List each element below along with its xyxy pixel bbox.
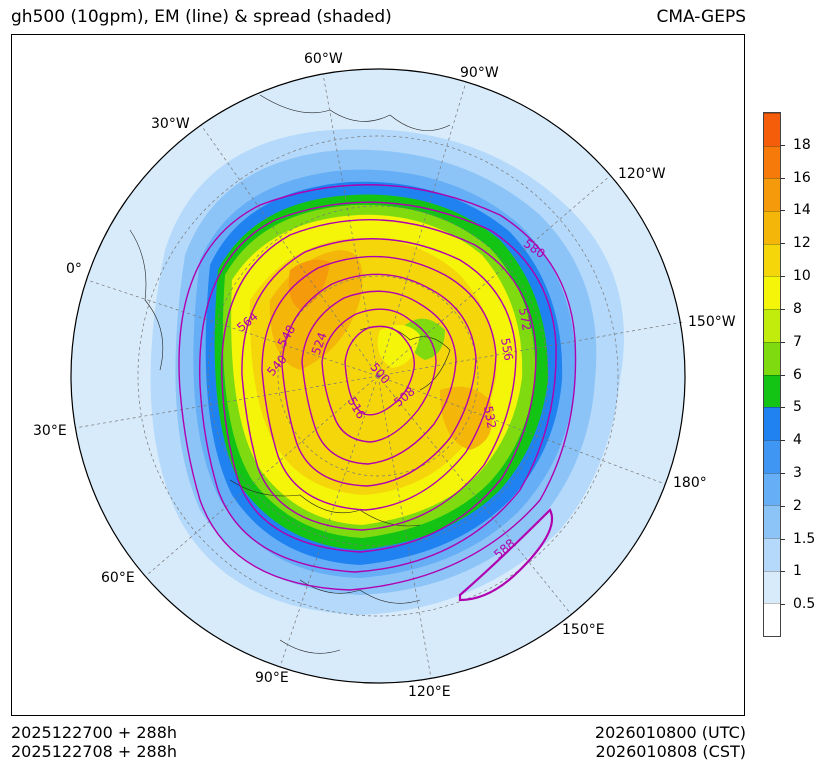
chart-title: gh500 (10gpm), EM (line) & spread (shade… <box>11 7 392 27</box>
mean-contours <box>178 184 577 602</box>
lon-label: 90°E <box>255 670 289 686</box>
colorbar-segment <box>764 505 780 538</box>
colorbar-tick <box>780 440 785 442</box>
colorbar-tick <box>780 177 785 179</box>
lon-label: 150°W <box>688 314 736 330</box>
run-time-cst: 2025122708 + 288h <box>11 742 178 761</box>
valid-time-cst: 2026010808 (CST) <box>595 742 746 761</box>
colorbar-segment <box>764 309 780 342</box>
lon-label: 30°E <box>33 423 67 439</box>
spread-shading <box>71 69 685 683</box>
contour-label: 572 <box>516 307 534 332</box>
colorbar-segment <box>764 537 780 571</box>
colorbar-tick-label: 8 <box>793 300 802 317</box>
colorbar-segment <box>764 439 780 473</box>
colorbar-tick-label: 18 <box>793 136 811 153</box>
coastlines <box>129 94 451 654</box>
contour-label: 556 <box>498 337 516 362</box>
colorbar-tick <box>780 210 785 212</box>
colorbar-tick <box>780 472 785 474</box>
colorbar-tick <box>780 571 785 573</box>
lon-label: 0° <box>66 261 82 277</box>
colorbar-tick <box>780 604 785 606</box>
contour-labels: 580 572 564 556 548 540 532 524 516 508 … <box>234 236 548 561</box>
graticule <box>74 73 684 679</box>
colorbar-tick-label: 4 <box>793 432 802 449</box>
colorbar-segment <box>764 113 780 146</box>
lon-label: 30°W <box>151 116 190 132</box>
colorbar-tick <box>780 144 785 146</box>
model-name: CMA-GEPS <box>656 7 746 27</box>
colorbar-tick-label: 6 <box>793 366 802 383</box>
colorbar-tick <box>780 341 785 343</box>
longitude-labels: 60°W 90°W 30°W 120°W 0° 150°W 30°E 180° … <box>33 51 736 700</box>
lon-label: 60°E <box>101 570 135 586</box>
run-time-utc: 2025122700 + 288h <box>11 723 178 742</box>
colorbar-tick-label: 1.5 <box>793 530 816 547</box>
colorbar-segment <box>764 570 780 604</box>
colorbar-segment <box>764 211 780 244</box>
lon-label: 150°E <box>562 622 605 638</box>
colorbar-segment <box>764 341 780 375</box>
colorbar-tick-label: 1 <box>793 563 802 580</box>
valid-time-utc: 2026010800 (UTC) <box>594 723 746 742</box>
colorbar-tick <box>780 538 785 540</box>
colorbar-tick-label: 10 <box>793 268 811 285</box>
colorbar-segment <box>764 243 780 277</box>
colorbar-segment <box>764 178 780 212</box>
colorbar-tick-label: 5 <box>793 399 802 416</box>
colorbar-segment <box>764 374 780 408</box>
colorbar-segment <box>764 145 780 179</box>
colorbar-tick <box>780 308 785 310</box>
lon-label: 90°W <box>460 65 499 81</box>
map-boundary <box>70 68 686 684</box>
colorbar-segment <box>764 276 780 310</box>
colorbar-segment <box>764 472 780 506</box>
colorbar-tick-label: 16 <box>793 169 811 186</box>
colorbar-segment <box>764 603 780 636</box>
colorbar-tick-label: 0.5 <box>793 596 816 613</box>
contour-label: 532 <box>481 405 499 430</box>
colorbar-tick <box>780 374 785 376</box>
lon-label: 180° <box>673 475 707 491</box>
map-frame <box>11 34 745 716</box>
lon-label: 60°W <box>304 51 343 67</box>
colorbar-tick <box>780 505 785 507</box>
colorbar-tick-label: 2 <box>793 497 802 514</box>
colorbar-tick-label: 3 <box>793 464 802 481</box>
lon-label: 120°W <box>618 166 666 182</box>
colorbar-tick-label: 7 <box>793 333 802 350</box>
colorbar-tick <box>780 407 785 409</box>
colorbar <box>763 112 781 637</box>
colorbar-segment <box>764 407 780 440</box>
colorbar-tick <box>780 243 785 245</box>
colorbar-tick-label: 12 <box>793 235 811 252</box>
colorbar-tick-label: 14 <box>793 202 811 219</box>
lon-label: 120°E <box>408 684 451 700</box>
colorbar-tick <box>780 276 785 278</box>
